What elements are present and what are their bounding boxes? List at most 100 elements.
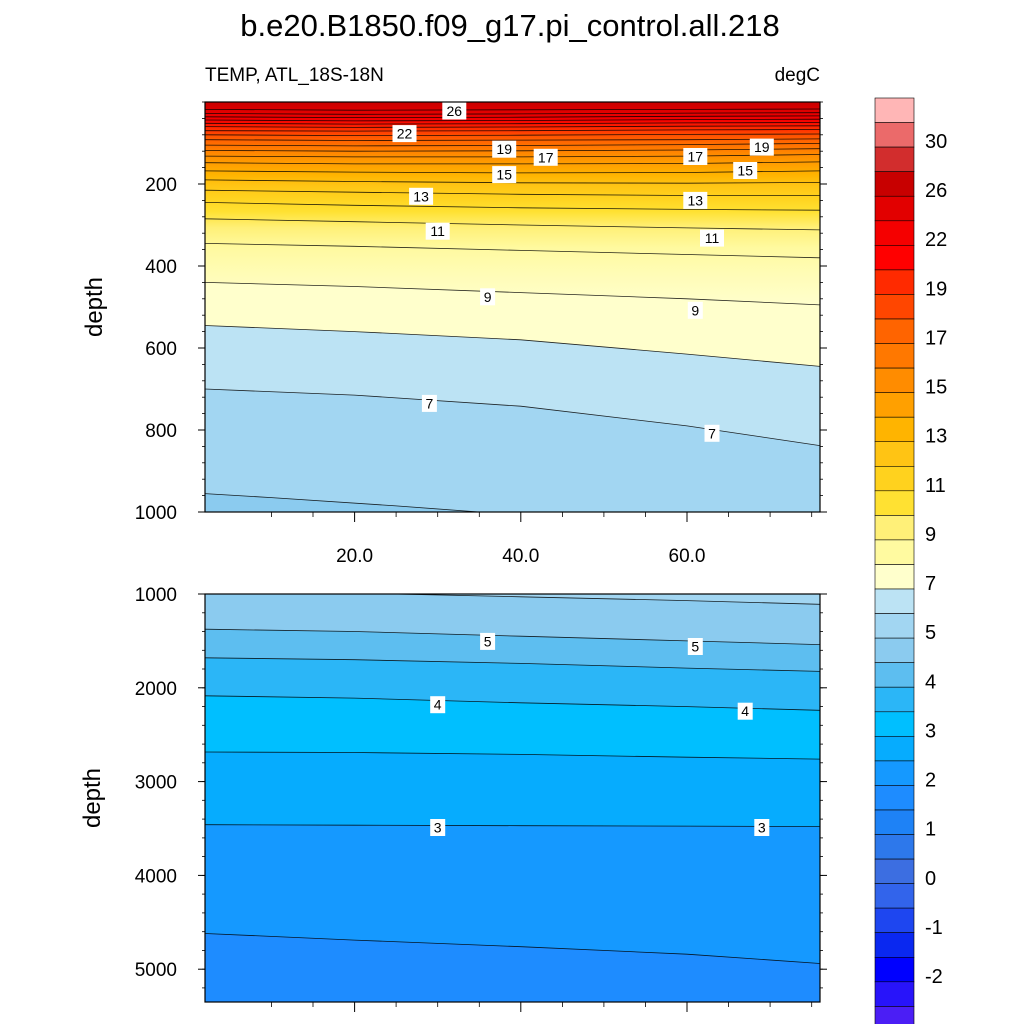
colorbar-box-9 [874, 318, 915, 344]
contour-line-upper-11 [205, 218, 820, 231]
contour-line-upper-23 [205, 125, 820, 128]
colorbar-label-7: 11 [925, 475, 946, 497]
colorbar: 30 26 22 19 17 15 13 11 9 7 5 4 3 2 1 0 -1 -2 [874, 97, 947, 1029]
ytick-label-upper-4: 1000 [135, 503, 177, 524]
svg-text:15: 15 [737, 163, 753, 179]
colorbar-box-36 [874, 981, 915, 1007]
colorbar-box-29 [874, 809, 915, 835]
contour-label-lower-2: 4 [430, 696, 446, 714]
ytick-label-upper-3: 800 [145, 421, 177, 442]
ytick-label-lower-2: 3000 [135, 773, 177, 794]
contour-line-upper-14 [205, 179, 820, 184]
contour-label-upper-13: 9 [687, 301, 703, 319]
ytick-label-lower-1: 2000 [135, 679, 177, 700]
colorbar-box-25 [874, 711, 915, 737]
colorbar-label-10: 5 [925, 622, 936, 644]
colorbar-box-28 [874, 785, 915, 811]
svg-text:7: 7 [708, 425, 716, 441]
contour-label-upper-9: 13 [683, 191, 708, 209]
svg-text:11: 11 [430, 223, 445, 239]
colorbar-box-2 [874, 146, 915, 173]
svg-text:26: 26 [447, 103, 463, 119]
contour-line-lower-3_5 [205, 751, 820, 760]
colorbar-box-8 [874, 294, 915, 320]
plot-frame-upper [204, 101, 821, 513]
contour-line-upper-8 [205, 325, 820, 367]
contour-line-upper-7 [205, 388, 820, 446]
contour-line-upper-15 [205, 170, 820, 174]
contour-line-upper-19 [205, 143, 820, 147]
contour-label-upper-8: 13 [409, 187, 434, 205]
colorbar-box-5 [874, 220, 915, 246]
colorbar-box-7 [874, 269, 915, 295]
colorbar-box-1 [874, 122, 915, 148]
contour-label-upper-3: 17 [533, 148, 558, 166]
ytick-label-lower-3: 4000 [135, 866, 177, 887]
svg-text:19: 19 [754, 139, 770, 155]
contour-label-upper-11: 11 [700, 229, 724, 247]
svg-text:13: 13 [413, 188, 429, 204]
ytick-label-upper-0: 200 [145, 175, 177, 196]
contour-line-upper-24 [205, 122, 820, 125]
ytick-label-lower-4: 5000 [135, 960, 177, 981]
svg-text:5: 5 [484, 633, 492, 649]
contour-line-upper-28 [205, 108, 820, 111]
contour-line-upper-16 [205, 161, 820, 165]
contour-line-upper-12 [205, 202, 820, 211]
contour-line-upper-20 [205, 138, 820, 141]
svg-text:9: 9 [484, 289, 492, 305]
colorbar-box-14 [874, 441, 915, 467]
svg-text:17: 17 [538, 149, 554, 165]
colorbar-label-8: 9 [925, 524, 936, 546]
svg-text:4: 4 [434, 697, 442, 713]
colorbar-box-18 [874, 539, 915, 565]
contour-line-upper-17 [205, 154, 820, 158]
contour-line-lower-4_5 [205, 657, 820, 672]
lower-ylabel: depth [79, 768, 106, 828]
colorbar-box-4 [874, 195, 915, 222]
colorbar-box-13 [874, 416, 915, 443]
xtick-label-upper-2: 60.0 [669, 546, 706, 567]
svg-text:11: 11 [705, 230, 720, 246]
svg-text:3: 3 [758, 820, 766, 836]
xtick-label-upper-0: 20.0 [336, 546, 373, 567]
contour-line-upper-22 [205, 129, 820, 132]
colorbar-box-27 [874, 760, 915, 786]
colorbar-label-2: 22 [925, 229, 947, 251]
variable-label: TEMP, ATL_18S-18N [205, 65, 384, 86]
colorbar-label-6: 13 [925, 426, 947, 448]
colorbar-box-19 [874, 564, 915, 590]
colorbar-label-3: 19 [925, 278, 947, 300]
colorbar-box-22 [874, 637, 915, 663]
colorbar-box-11 [874, 367, 915, 394]
colorbar-label-9: 7 [925, 573, 936, 595]
colorbar-box-10 [874, 343, 915, 369]
colorbar-box-32 [874, 883, 915, 909]
colorbar-label-11: 4 [925, 671, 936, 693]
svg-text:4: 4 [741, 703, 749, 719]
contour-label-upper-0: 26 [442, 102, 467, 120]
contour-line-upper-9 [205, 282, 820, 306]
contour-line-upper-26 [205, 115, 820, 119]
colorbar-label-5: 15 [925, 377, 947, 399]
contour-line-lower-2_5 [205, 933, 820, 964]
contour-label-lower-0: 5 [480, 632, 496, 650]
contour-label-upper-2: 19 [492, 140, 517, 158]
colorbar-box-17 [874, 515, 915, 541]
contour-line-lower-5 [205, 628, 820, 645]
svg-text:22: 22 [397, 126, 413, 142]
svg-text:7: 7 [426, 395, 434, 411]
contour-line-lower-4 [205, 695, 820, 711]
ytick-label-upper-2: 600 [145, 339, 177, 360]
contour-label-upper-14: 7 [421, 394, 437, 412]
colorbar-box-15 [874, 465, 915, 492]
colorbar-box-6 [874, 245, 915, 271]
colorbar-box-16 [874, 490, 915, 516]
svg-text:3: 3 [434, 820, 442, 836]
lower-panel: 5 5 4 4 3 3 1000 2000 3000 4000 5000 [135, 585, 827, 1012]
colorbar-box-34 [874, 932, 915, 958]
units-label: degC [775, 65, 820, 86]
colorbar-label-17: -2 [925, 966, 943, 988]
